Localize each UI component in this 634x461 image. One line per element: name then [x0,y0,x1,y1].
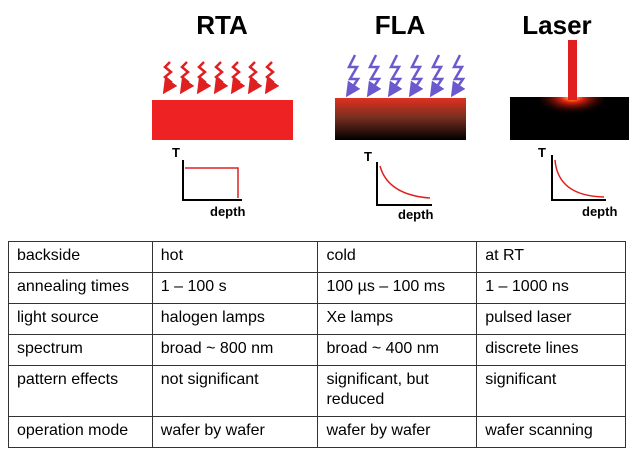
arrow [233,62,239,88]
arrow [250,62,256,88]
arrow [182,62,188,88]
page: RTA FLA Laser T depth T depth T depth ba… [0,0,634,461]
arrow [349,55,358,91]
arrow [267,62,273,88]
table-cell: pulsed laser [477,304,626,335]
table-cell: significant [477,366,626,417]
axis-label: depth [210,204,245,219]
table-cell: halogen lamps [152,304,318,335]
table-cell: broad ~ 800 nm [152,335,318,366]
axis-label: T [364,149,372,164]
table-cell: not significant [152,366,318,417]
table-cell: spectrum [9,335,153,366]
table-cell: wafer scanning [477,417,626,448]
arrow [199,62,205,88]
wafer [335,98,466,140]
laser-beam [568,40,577,100]
graph [183,155,606,205]
diagram: RTA FLA Laser T depth T depth T depth [0,0,634,236]
table-cell: broad ~ 400 nm [318,335,477,366]
laser-spot [540,97,604,127]
arrow [412,55,421,91]
table-cell: cold [318,242,477,273]
table-cell: significant, but reduced [318,366,477,417]
table-cell: annealing times [9,273,153,304]
heat-arrows [165,62,273,88]
table-cell: wafer by wafer [318,417,477,448]
table-cell: 1 – 100 s [152,273,318,304]
table-cell: 100 µs – 100 ms [318,273,477,304]
flash-arrows [349,55,463,91]
axis-label: depth [398,207,433,222]
axis-label: depth [582,204,617,219]
arrow [216,62,222,88]
table-cell: operation mode [9,417,153,448]
arrow [165,62,171,88]
axis-label: T [538,145,546,160]
table-cell: 1 – 1000 ns [477,273,626,304]
wafer [152,100,293,140]
axis-label: T [172,145,180,160]
arrow [433,55,442,91]
heading: FLA [375,10,426,40]
table-cell: discrete lines [477,335,626,366]
table-cell: wafer by wafer [152,417,318,448]
table-cell: backside [9,242,153,273]
table-cell: pattern effects [9,366,153,417]
profile [185,160,604,198]
table-cell: Xe lamps [318,304,477,335]
heading: Laser [522,10,591,40]
heading: RTA [196,10,248,40]
arrow [454,55,463,91]
arrow [391,55,400,91]
table-cell: at RT [477,242,626,273]
arrow [370,55,379,91]
table-cell: light source [9,304,153,335]
table-cell: hot [152,242,318,273]
